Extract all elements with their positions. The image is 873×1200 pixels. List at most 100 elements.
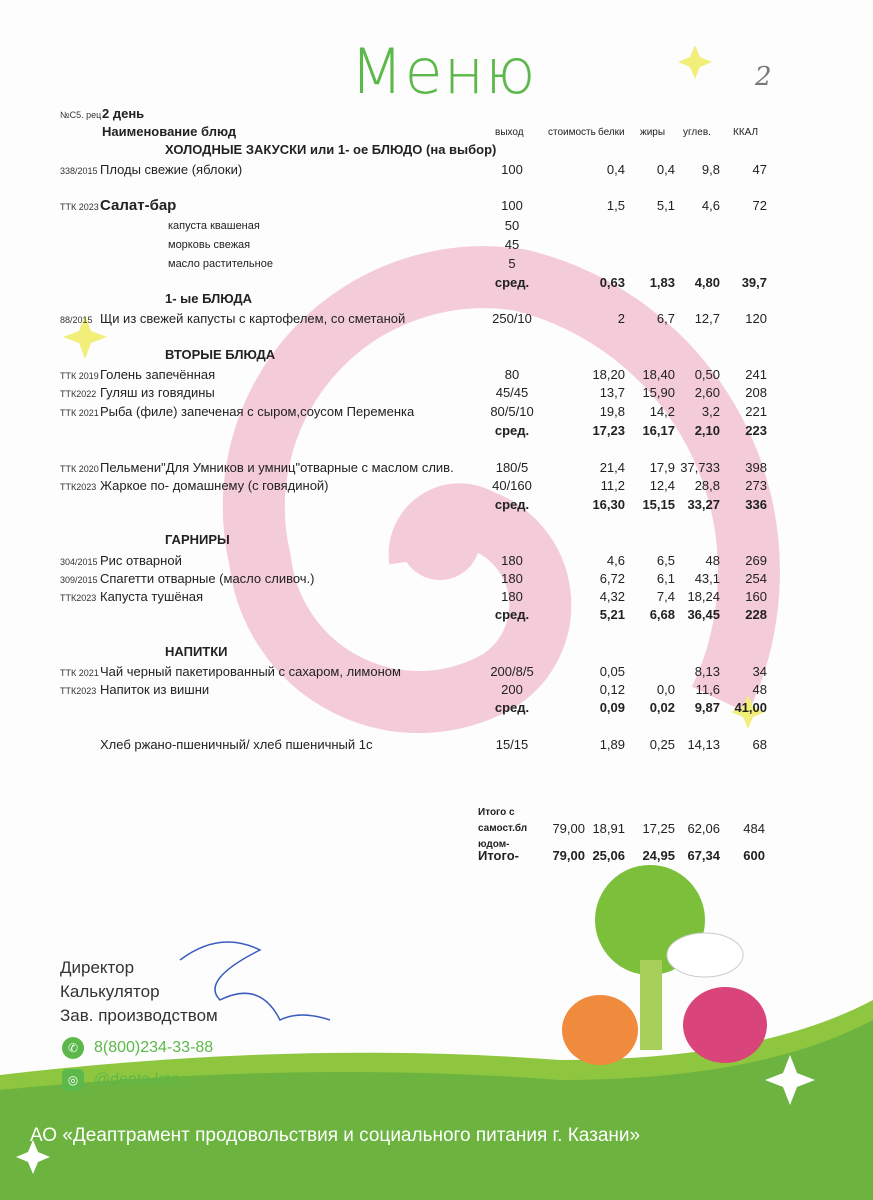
section-heading: 1- ые БЛЮДА <box>165 291 252 306</box>
recipe-code: 304/2015 <box>60 557 98 567</box>
nutrition-value: 15,15 <box>642 497 675 512</box>
nutrition-value: 2,60 <box>694 385 720 400</box>
total-label: юдом- <box>478 839 510 850</box>
recipe-code: ТТК 2023 <box>60 202 99 212</box>
total-value: 79,00 <box>552 821 585 836</box>
nutrition-value: 3,2 <box>701 404 720 419</box>
nutrition-value: 4,6 <box>606 553 625 568</box>
recipe-code: 309/2015 <box>60 575 98 585</box>
portion-value: 180/5 <box>495 460 529 475</box>
recipe-code: ТТК2023 <box>60 482 97 492</box>
portion-value: 250/10 <box>492 311 532 326</box>
nutrition-value: 48 <box>705 553 720 568</box>
dish-name: Хлеб ржано-пшеничный/ хлеб пшеничный 1с <box>100 737 373 752</box>
nutrition-value: 9,87 <box>694 700 720 715</box>
portion-value: сред. <box>494 607 530 622</box>
nutrition-value: 241 <box>745 367 767 382</box>
portion-value: 50 <box>504 218 520 233</box>
portion-value: 180 <box>501 589 523 604</box>
nutrition-value: 36,45 <box>687 607 720 622</box>
signature-calculator: Калькулятор <box>60 982 160 1001</box>
total-value: 62,06 <box>687 821 720 836</box>
section-heading: ХОЛОДНЫЕ ЗАКУСКИ или 1- ое БЛЮДО (на выб… <box>165 142 497 157</box>
column-header: белки <box>598 127 625 138</box>
recipe-code: ТТК 2019 <box>60 371 99 381</box>
nutrition-value: 0,25 <box>649 737 675 752</box>
section-heading: ГАРНИРЫ <box>165 532 230 547</box>
portion-value: 100 <box>501 162 523 177</box>
dish-name: Жаркое по- домашнему (с говядиной) <box>100 478 329 493</box>
recipe-code: 338/2015 <box>60 166 98 176</box>
total-value: 600 <box>743 848 765 863</box>
nutrition-value: 13,7 <box>599 385 625 400</box>
nutrition-value: 68 <box>752 737 767 752</box>
total-label: Итого с <box>478 807 515 818</box>
nutrition-value: 4,32 <box>599 589 625 604</box>
dish-name: Пельмени"Для Умников и умниц"отварные с … <box>100 460 454 475</box>
nutrition-value: 9,8 <box>701 162 720 177</box>
day-label: 2 день <box>102 106 145 121</box>
total-label: Итого- <box>478 848 519 863</box>
nutrition-value: 228 <box>745 607 767 622</box>
star-decoration <box>63 315 107 359</box>
total-value: 25,06 <box>592 848 625 863</box>
instagram-contact: ◎ @depta.kzn <box>62 1069 180 1091</box>
nutrition-value: 18,40 <box>642 367 675 382</box>
nutrition-value: 34 <box>752 664 767 679</box>
recipe-code: ТТК2023 <box>60 686 97 696</box>
dish-name: Щи из свежей капусты с картофелем, со см… <box>100 311 406 326</box>
nutrition-value: 0,0 <box>656 682 675 697</box>
portion-value: 100 <box>501 198 523 213</box>
nutrition-value: 223 <box>745 423 767 438</box>
nutrition-value: 12,7 <box>694 311 720 326</box>
dish-name: Салат-бар <box>100 197 177 214</box>
phone-number: 8(800)234-33-88 <box>94 1039 214 1056</box>
nutrition-value: 208 <box>745 385 767 400</box>
total-value: 79,00 <box>552 848 585 863</box>
total-value: 18,91 <box>592 821 625 836</box>
nutrition-value: 37,733 <box>680 460 720 475</box>
nutrition-value: 43,1 <box>694 571 720 586</box>
portion-value: 15/15 <box>495 737 529 752</box>
portion-value: сред. <box>494 497 530 512</box>
nutrition-value: 17,9 <box>649 460 675 475</box>
nutrition-value: 6,68 <box>649 607 675 622</box>
nutrition-value: 16,30 <box>592 497 625 512</box>
dish-name: Чай черный пакетированный с сахаром, лим… <box>100 664 401 679</box>
signature <box>179 941 331 1022</box>
portion-value: 40/160 <box>492 478 532 493</box>
nutrition-value: 0,50 <box>694 367 720 382</box>
recipe-code: ТТК 2020 <box>60 464 99 474</box>
portion-value: 200/8/5 <box>490 664 534 679</box>
nutrition-value: 41,00 <box>734 700 767 715</box>
nutrition-value: 2 <box>617 311 625 326</box>
page-title: Меню <box>350 35 537 108</box>
nutrition-value: 0,12 <box>599 682 625 697</box>
total-value: 17,25 <box>642 821 675 836</box>
nutrition-value: 4,80 <box>694 275 720 290</box>
nutrition-value: 269 <box>745 553 767 568</box>
dish-name: Капуста тушёная <box>100 589 204 604</box>
column-header: углев. <box>683 127 711 138</box>
portion-value: 80/5/10 <box>490 404 534 419</box>
nutrition-value: 17,23 <box>592 423 625 438</box>
column-header: стоимость <box>548 127 596 138</box>
nutrition-value: 1,5 <box>606 198 625 213</box>
portion-value: 45 <box>504 237 520 252</box>
nutrition-value: 0,4 <box>656 162 675 177</box>
page-number: 2 <box>755 62 772 92</box>
nutrition-value: 6,72 <box>599 571 625 586</box>
dish-name: Рыба (филе) запеченая с сыром,соусом Пер… <box>100 404 415 419</box>
recipe-code: ТТК2022 <box>60 389 97 399</box>
column-header: выход <box>495 127 524 138</box>
section-heading: НАПИТКИ <box>165 644 228 659</box>
nutrition-value: 28,8 <box>694 478 720 493</box>
nutrition-value: 160 <box>745 589 767 604</box>
nutrition-value: 14,13 <box>687 737 720 752</box>
signature-production: Зав. производством <box>60 1006 218 1025</box>
nutrition-value: 7,4 <box>656 589 675 604</box>
total-value: 24,95 <box>642 848 675 863</box>
recipe-code-header: №С5. рец <box>60 110 102 120</box>
nutrition-value: 120 <box>745 311 767 326</box>
nutrition-value: 48 <box>752 682 767 697</box>
